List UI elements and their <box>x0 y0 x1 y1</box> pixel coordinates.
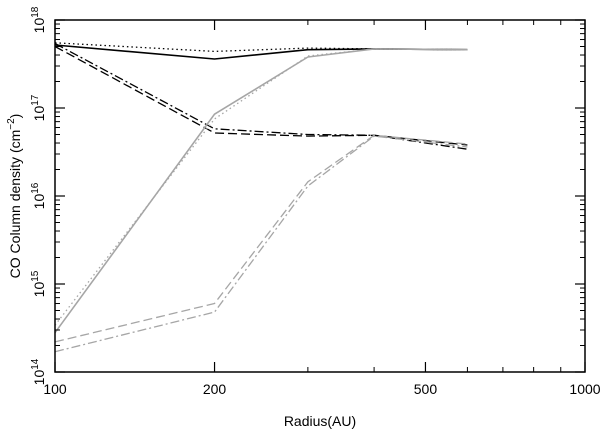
series-line-4 <box>54 42 468 150</box>
y-tick-label: 1014 <box>30 358 47 385</box>
y-tick-base: 10 <box>31 106 47 122</box>
y-tick-base: 10 <box>31 282 47 298</box>
series-line-6 <box>54 48 468 326</box>
x-tick-label: 500 <box>414 381 438 397</box>
x-tick-label: 100 <box>43 381 67 397</box>
y-axis-title-suffix: ) <box>7 114 23 119</box>
x-axis: 100 200 500 1000 <box>43 20 600 397</box>
y-axis-title: CO Column density (cm−2) <box>6 114 23 279</box>
series-line-8 <box>54 135 468 353</box>
y-tick-label: 1017 <box>30 94 47 121</box>
plot-area <box>54 42 468 353</box>
series-line-5 <box>54 48 468 334</box>
y-tick-label: 1015 <box>30 270 47 297</box>
y-tick-base: 10 <box>31 194 47 210</box>
y-tick-label: 1018 <box>30 6 47 33</box>
y-tick-exponent: 14 <box>30 358 41 370</box>
series-line-1 <box>54 44 468 60</box>
x-tick-label: 1000 <box>569 381 600 397</box>
y-tick-exponent: 18 <box>30 6 41 18</box>
x-tick-label: 200 <box>203 381 227 397</box>
y-tick-base: 10 <box>31 18 47 34</box>
y-axis-title-prefix: CO Column density (cm <box>7 130 23 279</box>
series-line-7 <box>54 134 468 343</box>
x-axis-title: Radius(AU) <box>284 413 356 429</box>
y-tick-exponent: 15 <box>30 270 41 282</box>
y-tick-exponent: 16 <box>30 182 41 194</box>
plot-frame <box>54 19 586 373</box>
y-axis-title-exponent: −2 <box>6 118 17 130</box>
y-tick-exponent: 17 <box>30 94 41 106</box>
y-tick-base: 10 <box>31 370 47 386</box>
series-line-2 <box>54 42 468 53</box>
y-tick-label: 1016 <box>30 182 47 209</box>
series-line-3 <box>54 45 468 146</box>
